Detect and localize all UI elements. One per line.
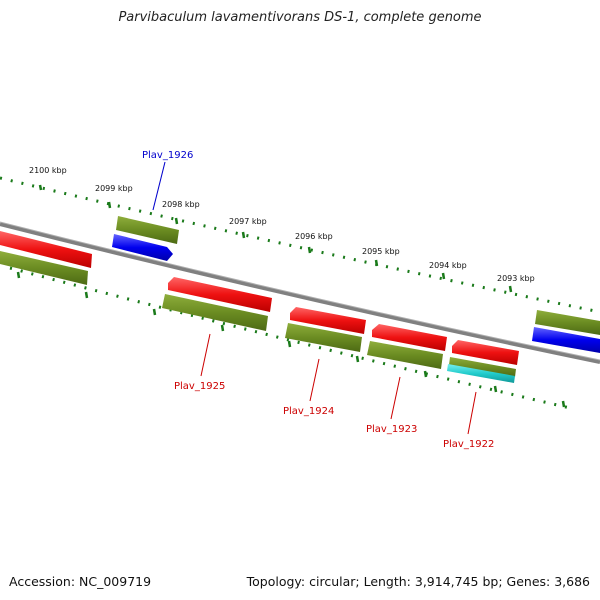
gene-feature[interactable] <box>0 251 88 285</box>
gene-label-plav-1926[interactable]: Plav_1926 <box>142 150 193 161</box>
cds-feature-plav-1926[interactable] <box>112 234 173 261</box>
genome-backbone <box>0 222 600 364</box>
kbp-label-2099: 2099 kbp <box>95 184 133 193</box>
cds-feature-plav-1923[interactable] <box>372 324 447 351</box>
cds-feature-plav-1922[interactable] <box>452 340 519 365</box>
gene-feature-plav-1922[interactable] <box>449 357 516 377</box>
gene-label-plav-1924[interactable]: Plav_1924 <box>283 406 334 417</box>
kbp-label-2096: 2096 kbp <box>295 232 333 241</box>
outer-major-ticks <box>38 184 513 293</box>
kbp-label-2100: 2100 kbp <box>29 166 67 175</box>
label-leader-lines <box>152 161 477 435</box>
gene-feature-plav-1924[interactable] <box>285 323 362 352</box>
kbp-label-2095: 2095 kbp <box>362 247 400 256</box>
gene-label-plav-1923[interactable]: Plav_1923 <box>366 424 417 435</box>
reverse-cds-feature[interactable] <box>532 327 600 353</box>
forward-cds-feature[interactable] <box>0 231 92 268</box>
map-title: Parvibaculum lavamentivorans DS-1, compl… <box>118 10 482 25</box>
gene-feature-plav-1923[interactable] <box>367 341 443 369</box>
kbp-label-2098: 2098 kbp <box>162 200 200 209</box>
kbp-label-2094: 2094 kbp <box>429 261 467 270</box>
gene-label-plav-1922[interactable]: Plav_1922 <box>443 439 494 450</box>
kbp-label-2097: 2097 kbp <box>229 217 267 226</box>
accession-text: Accession: NC_009719 <box>9 574 152 589</box>
gene-label-plav-1925[interactable]: Plav_1925 <box>174 381 225 392</box>
kbp-label-2093: 2093 kbp <box>497 274 535 283</box>
cds-feature-plav-1925[interactable] <box>168 277 272 312</box>
outer-tick-track <box>0 176 600 314</box>
gene-feature-plav-1925[interactable] <box>162 294 268 331</box>
gene-feature[interactable] <box>535 310 600 335</box>
rna-feature-plav-1922[interactable] <box>447 364 515 383</box>
inner-major-ticks <box>16 271 566 408</box>
gene-feature-plav-1926[interactable] <box>116 216 179 244</box>
genome-summary-text: Topology: circular; Length: 3,914,745 bp… <box>246 574 590 589</box>
cds-feature-plav-1924[interactable] <box>290 307 366 334</box>
